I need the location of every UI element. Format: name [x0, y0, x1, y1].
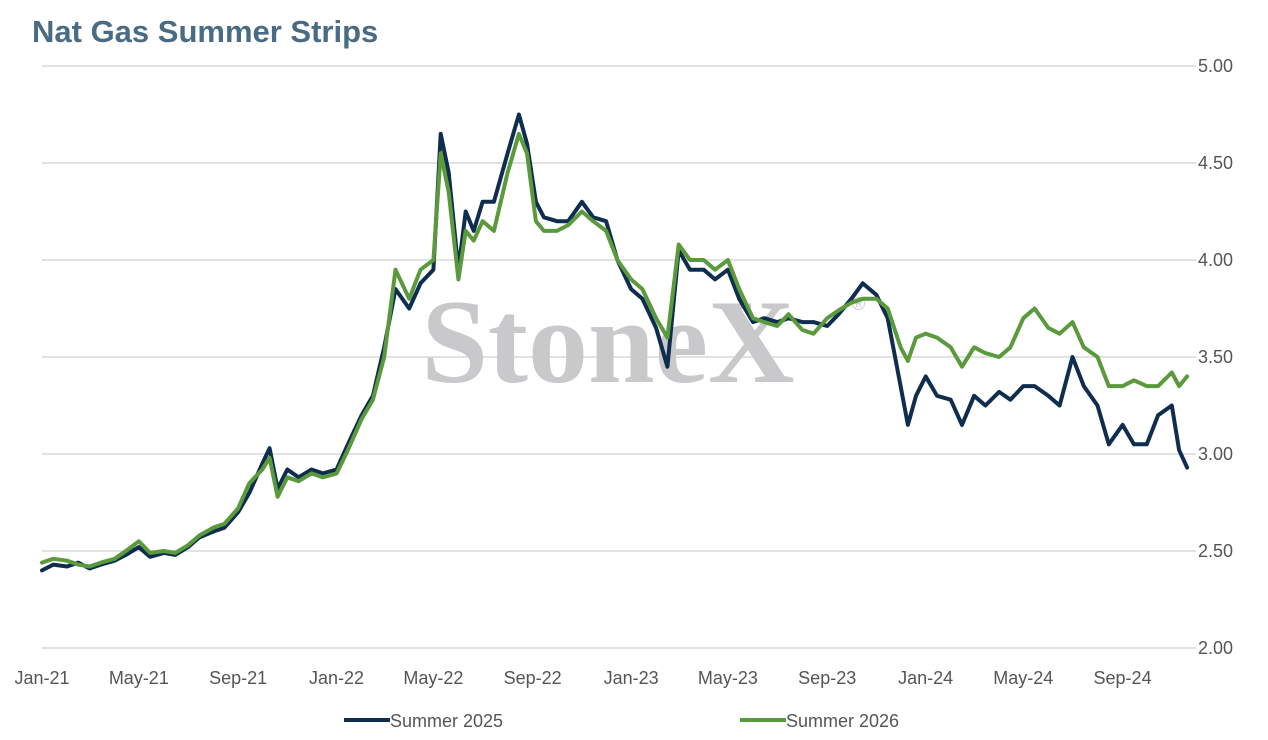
x-tick-label: May-24 [993, 668, 1053, 688]
gridlines [42, 65, 1196, 649]
chart-title: Nat Gas Summer Strips [32, 14, 379, 49]
y-tick-label: 4.00 [1198, 250, 1233, 270]
x-tick-label: May-22 [403, 668, 463, 688]
y-axis-ticks: 2.00 2.50 3.00 3.50 4.00 4.50 5.00 [1198, 56, 1233, 658]
watermark-logo: StoneX [421, 275, 794, 408]
x-tick-label: May-23 [698, 668, 758, 688]
y-tick-label: 3.50 [1198, 347, 1233, 367]
legend-label: Summer 2025 [390, 711, 503, 731]
y-tick-label: 3.00 [1198, 444, 1233, 464]
x-tick-label: Sep-21 [209, 668, 267, 688]
legend: Summer 2025 Summer 2026 [344, 711, 899, 731]
x-tick-label: Sep-24 [1094, 668, 1152, 688]
x-tick-label: Sep-22 [504, 668, 562, 688]
y-tick-label: 2.50 [1198, 541, 1233, 561]
y-tick-label: 4.50 [1198, 153, 1233, 173]
y-tick-label: 2.00 [1198, 638, 1233, 658]
series-line-summer-2026 [40, 131, 1190, 569]
legend-label: Summer 2026 [786, 711, 899, 731]
x-tick-label: Jan-24 [898, 668, 953, 688]
x-tick-label: Jan-22 [309, 668, 364, 688]
x-tick-label: May-21 [109, 668, 169, 688]
y-tick-label: 5.00 [1198, 56, 1233, 76]
x-axis-ticks: Jan-21 May-21 Sep-21 Jan-22 May-22 Sep-22 Jan-… [14, 668, 1151, 688]
series-lines [40, 112, 1190, 573]
x-tick-label: Jan-21 [14, 668, 69, 688]
x-tick-label: Sep-23 [798, 668, 856, 688]
series-line-summer-2025 [40, 112, 1190, 573]
x-tick-label: Jan-23 [604, 668, 659, 688]
